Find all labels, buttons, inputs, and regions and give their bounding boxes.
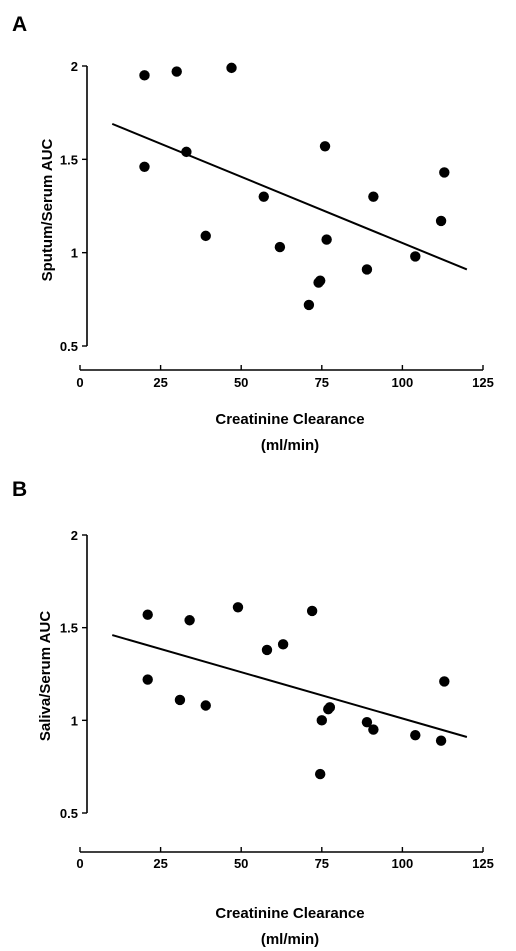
panel-b-y-tick-label: 2 [71,528,78,543]
panel-a-x-tick-label: 75 [315,375,329,390]
panel-b-data-point [324,702,336,713]
panel-b-x-axis-unit: (ml/min) [261,931,319,948]
panel-b-y-axis-title: Saliva/Serum AUC [37,611,54,741]
panel-b-data-point [200,700,211,711]
panel-a: A Sputum/Serum AUC Creatinine Clearance … [12,13,494,454]
panel-a-y-axis-title: Sputum/Serum AUC [39,138,56,281]
panel-a-data-point [321,234,332,245]
panel-a-y-tick-label: 0.5 [60,339,78,354]
panel-b: B Saliva/Serum AUC Creatinine Clearance … [12,478,494,948]
panel-b-x-tick-label: 75 [315,856,329,871]
panel-b-data-point [277,639,289,650]
panel-a-data-point [410,251,421,262]
panel-b-x-tick-label: 50 [234,856,248,871]
panel-b-data-point [316,715,327,726]
panel-b-x-tick-label: 25 [153,856,167,871]
panel-a-x-axis-unit: (ml/min) [261,437,319,454]
panel-a-data-point [274,241,286,253]
panel-b-y-tick-label: 1 [71,713,78,728]
panel-a-regression-line [111,122,468,271]
panel-a-y-tick-label: 1 [71,246,78,261]
panel-a-x-tick-label: 25 [153,375,167,390]
panel-b-data-point [314,768,326,780]
panel-a-x-tick-label: 0 [76,375,83,390]
panel-a-y-tick-label: 2 [71,59,78,74]
panel-a-data-point [435,215,447,227]
panel-b-data-point [410,729,421,741]
panel-a-y-tick-label: 1.5 [60,152,78,167]
panel-a-data-point [258,191,269,202]
panel-a-data-point [319,141,331,152]
panel-a-data-point [439,167,450,178]
panel-b-data-point [306,605,318,617]
panel-b-data-point [435,735,447,746]
panel-b-x-tick-label: 125 [472,856,494,871]
panel-b-y-tick-label: 0.5 [60,806,78,821]
panel-b-data-point [184,615,195,626]
panel-a-data-point [361,264,373,275]
panel-a-data-point [314,275,326,286]
panel-a-data-point [368,191,379,202]
panel-a-data-point [226,62,237,74]
panel-b-data-point [142,674,153,685]
panel-a-data-point [200,230,211,242]
panel-a-x-axis-title: Creatinine Clearance [215,411,364,428]
panel-b-data-point [174,694,186,706]
panel-a-data-point [139,70,150,81]
panel-a-x-tick-label: 125 [472,375,494,390]
panel-a-data-point [171,66,182,77]
panel-a-data-point [139,161,150,172]
panel-b-data-point [232,602,244,613]
panel-b-regression-line [111,634,468,738]
panel-b-y-tick-label: 1.5 [60,621,78,636]
panel-b-data-point [261,644,273,656]
panel-b-data-point [439,676,450,687]
panel-a-data-point [303,299,315,311]
panel-a-letter: A [12,13,27,36]
panel-a-x-tick-label: 100 [392,375,414,390]
panel-b-x-axis-title: Creatinine Clearance [215,905,364,922]
panel-a-data-point [181,146,192,158]
panel-b-x-tick-label: 100 [392,856,414,871]
panel-b-letter: B [12,478,27,501]
panel-b-x-tick-label: 0 [76,856,83,871]
panel-a-x-tick-label: 50 [234,375,248,390]
panel-b-data-point [142,609,153,620]
panel-b-data-point [361,716,373,728]
panel-b-data-point [368,724,379,735]
